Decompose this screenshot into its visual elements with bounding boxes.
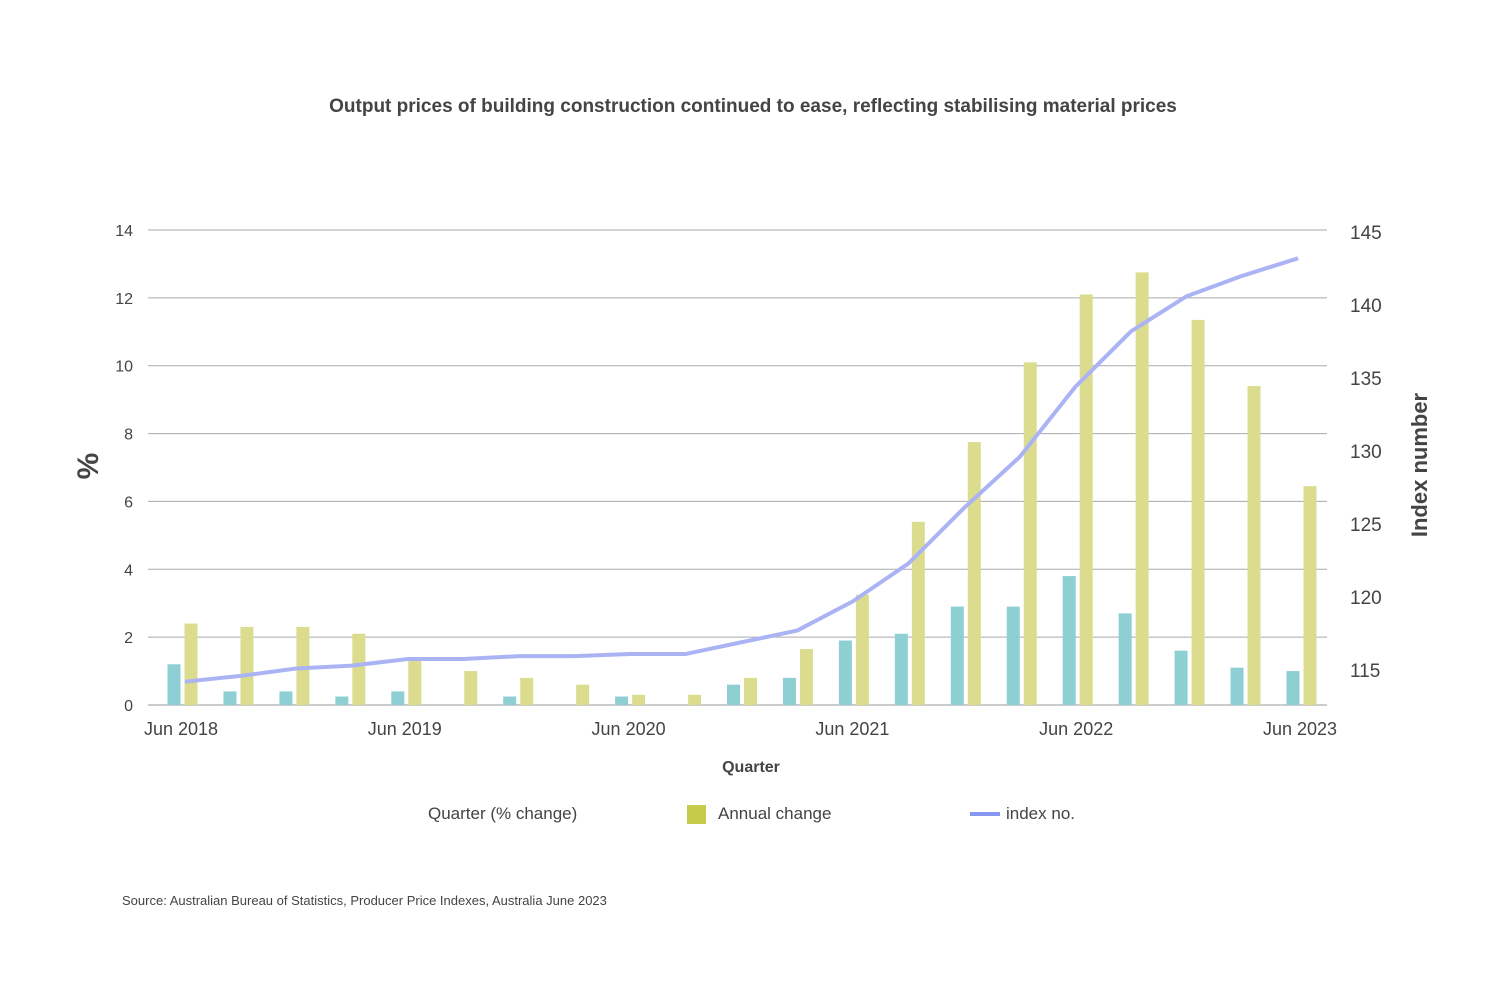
bar-annual <box>464 671 478 705</box>
bar-quarter <box>838 640 852 705</box>
bar-quarter <box>727 684 740 705</box>
bar-annual <box>911 521 925 705</box>
bar-annual <box>1023 362 1037 705</box>
legend-annual-label: Annual change <box>718 804 832 823</box>
y2-tick-label: 130 <box>1350 442 1382 463</box>
bar-quarter <box>1174 650 1188 705</box>
legend-annual: Annual change <box>687 804 831 824</box>
x-tick-label: Jun 2018 <box>144 719 218 739</box>
bar-annual <box>632 694 646 705</box>
y2-tick-label: 115 <box>1350 661 1380 682</box>
bar-quarter <box>503 696 517 705</box>
source-note: Source: Australian Bureau of Statistics,… <box>122 893 607 908</box>
bar-annual <box>352 633 366 705</box>
bar-quarter <box>894 633 908 705</box>
y2-tick-label: 125 <box>1350 515 1382 536</box>
bar-quarter <box>615 696 629 705</box>
index-line <box>184 256 1299 684</box>
bar-annual <box>688 694 702 705</box>
y2-tick-label: 145 <box>1350 223 1382 244</box>
bar-annual <box>799 649 813 705</box>
y-tick-label: 4 <box>124 562 133 579</box>
bar-annual <box>520 677 534 705</box>
legend-quarter-label: Quarter (% change) <box>428 804 578 823</box>
bar-quarter <box>391 691 405 705</box>
y-tick-label: 14 <box>115 223 133 240</box>
bar-quarter <box>1230 667 1244 705</box>
bar-annual <box>1079 294 1093 705</box>
bar-quarter <box>1062 576 1076 705</box>
y2-tick-label: 120 <box>1350 588 1382 609</box>
y2-axis-title: Index number <box>1407 392 1432 537</box>
bar-annual <box>1303 486 1317 705</box>
bar-annual <box>296 626 310 705</box>
x-tick-label: Jun 2019 <box>368 719 442 739</box>
bar-quarter <box>223 691 237 705</box>
bar-quarter <box>335 696 349 705</box>
bar-quarter <box>167 664 181 705</box>
y-axis-title: % <box>72 453 105 480</box>
x-axis-title: Quarter <box>722 759 780 776</box>
bar-annual <box>1135 272 1149 705</box>
legend-index-line <box>970 812 1000 816</box>
y2-tick-label: 140 <box>1350 296 1382 317</box>
bar-annual <box>408 657 422 705</box>
legend-index-label: index no. <box>1006 804 1075 823</box>
x-tick-label: Jun 2020 <box>592 719 666 739</box>
bar-quarter <box>1286 671 1300 705</box>
bar-annual <box>744 677 757 705</box>
y-tick-label: 12 <box>115 291 133 308</box>
bar-annual <box>184 623 198 705</box>
y-tick-label: 0 <box>124 698 133 715</box>
bar-annual <box>1247 386 1261 705</box>
y-tick-label: 6 <box>124 494 133 511</box>
legend-quarter: Quarter (% change) <box>428 804 577 824</box>
y-tick-label: 2 <box>124 630 133 647</box>
chart-title: Output prices of building construction c… <box>329 96 1177 117</box>
y2-tick-label: 135 <box>1350 369 1382 390</box>
bar-quarter <box>279 691 293 705</box>
bar-annual <box>855 594 869 705</box>
x-tick-label: Jun 2022 <box>1039 719 1113 739</box>
y-tick-label: 8 <box>124 427 133 444</box>
legend-index: index no. <box>970 804 1075 824</box>
x-tick-label: Jun 2021 <box>815 719 889 739</box>
bar-annual <box>576 684 590 705</box>
bar-annual <box>1191 319 1205 705</box>
bar-quarter <box>950 606 964 705</box>
bar-quarter <box>1006 606 1020 705</box>
bar-quarter <box>1118 613 1132 705</box>
bar-annual <box>240 626 254 705</box>
y-tick-label: 10 <box>115 359 133 376</box>
bar-quarter <box>782 677 796 705</box>
bar-annual <box>967 442 981 705</box>
x-tick-label: Jun 2023 <box>1263 719 1337 739</box>
legend-annual-swatch <box>687 804 706 824</box>
